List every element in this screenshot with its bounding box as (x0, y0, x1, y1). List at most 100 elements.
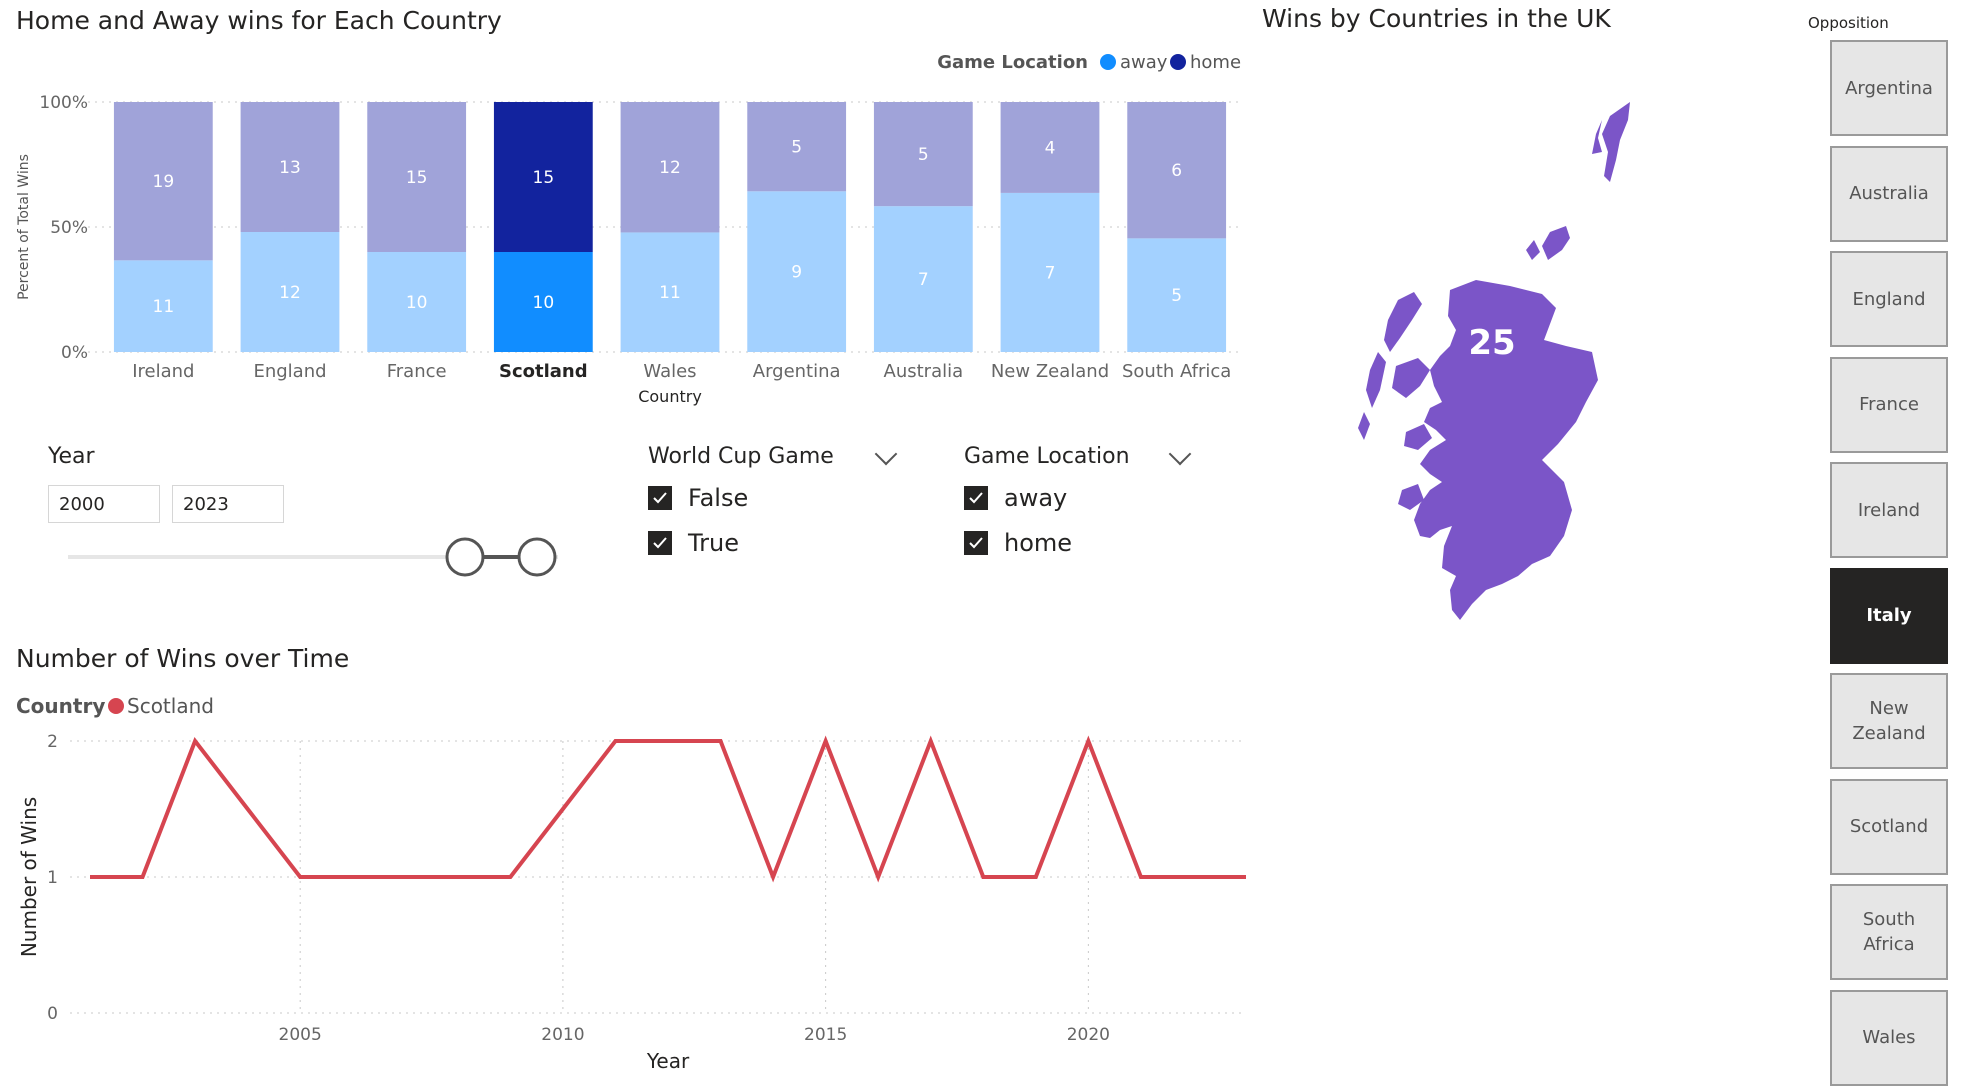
opposition-button-france[interactable]: France (1830, 356, 1948, 453)
bar-away-segment (873, 206, 973, 352)
slider-handle-end[interactable] (517, 537, 557, 577)
location-option-home[interactable]: home (964, 529, 1072, 557)
bar-away-data-label: 5 (1171, 286, 1182, 306)
line-y-tick-label: 0 (47, 1004, 58, 1024)
world-cup-chevron-down-icon[interactable] (874, 442, 898, 466)
opposition-button-label: England (1852, 288, 1926, 310)
line-legend-title: Country (16, 694, 105, 718)
bar-y-axis-label: Percent of Total Wins (16, 154, 32, 300)
line-x-tick-label: 2005 (279, 1025, 322, 1045)
line-legend-marker (108, 698, 124, 714)
island-shape[interactable] (1384, 292, 1422, 352)
line-y-tick-label: 1 (47, 868, 58, 888)
bar-home-data-label: 12 (659, 158, 681, 178)
bar-home-data-label: 15 (533, 168, 555, 188)
bar-away-data-label: 11 (153, 297, 175, 317)
opposition-button-label: Scotland (1849, 816, 1929, 837)
location-option-label: home (1004, 529, 1073, 557)
opposition-button-ireland[interactable]: Ireland (1830, 462, 1948, 558)
bar-away-segment (1127, 238, 1227, 352)
island-shape[interactable] (1398, 484, 1424, 510)
world-cup-option-label: False (688, 484, 749, 512)
line-x-tick-label: 2015 (804, 1025, 847, 1045)
year-range-slider[interactable] (60, 535, 570, 579)
opposition-button-south-africa[interactable]: South Africa (1830, 884, 1948, 980)
line-x-axis-label: Year (646, 1049, 690, 1073)
island-shape[interactable] (1366, 352, 1386, 408)
opposition-button-italy[interactable]: Italy (1830, 567, 1948, 664)
opposition-button-label: Ireland (1857, 499, 1921, 521)
year-to-input[interactable]: 2023 (172, 485, 284, 523)
map-value-label: 25 (1468, 323, 1515, 363)
line-y-tick-label: 2 (47, 732, 58, 752)
bar-x-tick-label: Scotland (499, 361, 588, 382)
checkbox-checked-icon[interactable] (648, 531, 672, 555)
bar-x-tick-label: Ireland (132, 361, 194, 382)
bar-x-tick-label: Wales (643, 361, 696, 382)
bar-home-segment (747, 102, 847, 192)
bar-away-segment (240, 232, 340, 352)
island-shape[interactable] (1542, 226, 1570, 260)
bar-y-tick-label: 0% (61, 343, 88, 363)
bar-home-segment (1000, 102, 1100, 193)
bar-home-data-label: 5 (918, 145, 929, 165)
bar-away-data-label: 10 (406, 293, 428, 313)
checkbox-checked-icon[interactable] (964, 486, 988, 510)
island-shape[interactable] (1358, 412, 1370, 440)
island-shape[interactable] (1414, 280, 1598, 620)
bar-legend-label: home (1190, 52, 1241, 73)
location-chevron-down-icon[interactable] (1168, 442, 1192, 466)
bar-home-segment (620, 102, 720, 233)
checkbox-checked-icon[interactable] (964, 531, 988, 555)
bar-x-tick-label: Australia (884, 361, 964, 382)
opposition-button-wales[interactable]: Wales (1830, 989, 1948, 1086)
bar-chart-title: Home and Away wins for Each Country (16, 6, 502, 35)
location-option-label: away (1004, 484, 1068, 512)
bar-legend-marker (1170, 54, 1186, 70)
opposition-button-label: Australia (1849, 183, 1929, 204)
opposition-button-label: New Zealand (1852, 698, 1926, 744)
bar-legend: Game Location away home (937, 52, 1241, 73)
line-y-axis-label: Number of Wins (17, 797, 41, 957)
line-legend-label: Scotland (127, 694, 214, 718)
opposition-button-england[interactable]: England (1830, 251, 1948, 347)
world-cup-option-false[interactable]: False (648, 484, 748, 512)
line-chart-title: Number of Wins over Time (16, 644, 350, 673)
bar-home-segment (873, 102, 973, 207)
line-chart: Country Scotland Number of Wins 0 1 2 2005 2010… (16, 694, 1246, 1073)
bar-away-segment (367, 252, 467, 352)
bar-home-segment (240, 102, 340, 232)
slider-track (68, 555, 558, 559)
opposition-button-scotland[interactable]: Scotland (1830, 778, 1948, 875)
year-from-input[interactable]: 2000 (48, 485, 160, 523)
world-cup-option-true[interactable]: True (648, 529, 739, 557)
line-x-tick-label: 2020 (1067, 1025, 1110, 1045)
bar-home-data-label: 6 (1171, 161, 1182, 181)
bar-home-segment (367, 102, 467, 252)
bar-home-data-label: 5 (791, 138, 802, 158)
island-shape[interactable] (1392, 358, 1430, 398)
opposition-title: Opposition (1808, 14, 1889, 32)
world-cup-slicer-title: World Cup Game (648, 444, 834, 469)
location-option-away[interactable]: away (964, 484, 1067, 512)
bar-home-segment (113, 102, 213, 261)
mainland-shape[interactable] (1404, 424, 1432, 450)
bar-x-tick-label: England (253, 361, 326, 382)
line-series-scotland (90, 735, 1246, 883)
bar-x-tick-label: France (387, 361, 447, 382)
bar-home-data-label: 19 (153, 172, 175, 192)
bar-y-tick-label: 50% (50, 218, 88, 238)
bar-home-data-label: 15 (406, 168, 428, 188)
island-shape[interactable] (1602, 102, 1630, 182)
bar-x-tick-label: South Africa (1122, 361, 1231, 382)
opposition-button-new-zealand[interactable]: New Zealand (1830, 673, 1948, 769)
opposition-button-argentina[interactable]: Argentina (1830, 40, 1948, 136)
island-shape[interactable] (1526, 240, 1540, 260)
opposition-button-australia[interactable]: Australia (1830, 145, 1948, 242)
checkbox-checked-icon[interactable] (648, 486, 672, 510)
scotland-map[interactable]: 25 (1280, 90, 1660, 630)
bar-home-data-label: 4 (1045, 138, 1056, 158)
slider-handle-start[interactable] (445, 537, 485, 577)
island-shape[interactable] (1592, 120, 1602, 154)
bar-legend-label: away (1120, 52, 1168, 73)
